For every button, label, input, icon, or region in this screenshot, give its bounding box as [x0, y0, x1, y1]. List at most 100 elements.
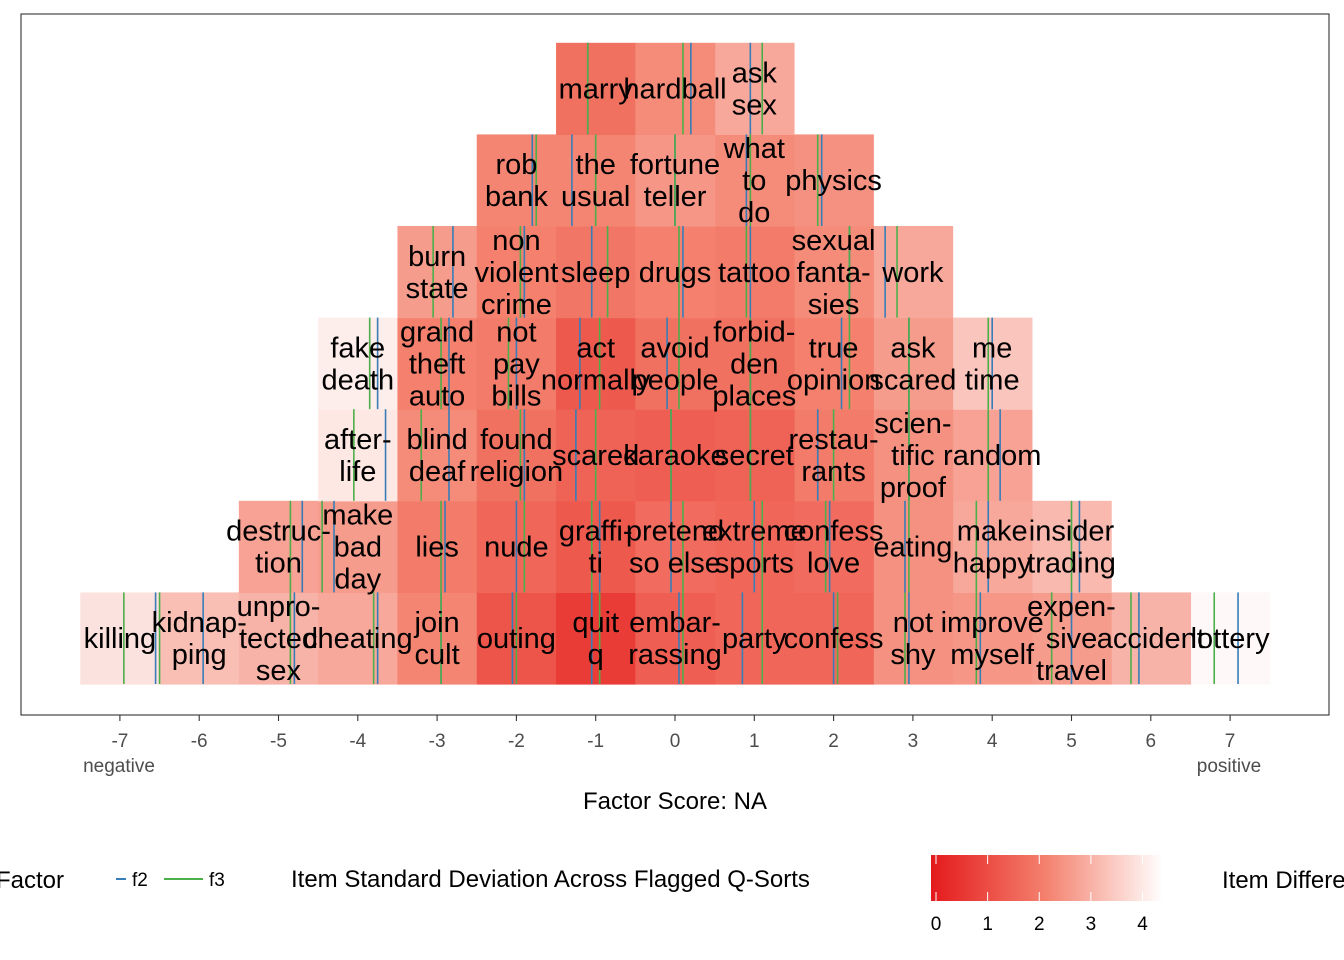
item-cell [476, 409, 557, 502]
item-label-line: ping [172, 639, 227, 671]
item-label: true opinion [787, 332, 881, 396]
x-tick-label: 6 [1146, 731, 1157, 752]
x-tick-label: 0 [670, 731, 681, 752]
item-cell [635, 226, 716, 319]
item-label-line: confess [784, 623, 884, 655]
item-cell [635, 592, 716, 685]
x-tick-label: -1 [587, 731, 604, 752]
item-cell [714, 317, 795, 410]
item-label: scien-tific proof [874, 408, 951, 504]
item-label-line: so else [629, 548, 721, 580]
item-cell [952, 409, 1033, 502]
item-cell [1111, 592, 1192, 685]
item-label: scared [552, 440, 639, 472]
x-tick-label: -7 [111, 731, 128, 752]
item-label: found religion [470, 424, 564, 488]
item-cell [318, 317, 399, 410]
item-label-line: forbid- [713, 316, 795, 348]
item-label-line: bank [485, 181, 548, 213]
item-cell [873, 500, 954, 593]
item-label-line: fake [330, 332, 385, 364]
item-label-line: extreme [702, 516, 807, 548]
item-label-line: love [807, 548, 860, 580]
item-cell [952, 500, 1033, 593]
item-label-line: fanta- [797, 257, 871, 289]
item-label-line: insider [1029, 516, 1115, 548]
item-label-line: unpro- [237, 591, 321, 623]
x-tick-label: -6 [191, 731, 208, 752]
item-label-line: ask [732, 58, 778, 90]
legend-sd-colorbar [931, 855, 1163, 901]
item-label-line: restau- [788, 424, 878, 456]
item-label-line: join [414, 607, 460, 639]
x-tick-label: 4 [987, 731, 998, 752]
item-cell [318, 409, 399, 502]
item-label: killing [84, 623, 157, 655]
item-label-line: state [406, 273, 469, 305]
item-label: outing [477, 623, 556, 655]
item-label-line: pretend [626, 516, 724, 548]
x-tick-label: 5 [1066, 731, 1077, 752]
item-label-line: tected [239, 623, 318, 655]
item-label-line: proof [880, 472, 947, 504]
item-label-line: improve [941, 607, 1044, 639]
item-label-line: teller [644, 181, 707, 213]
item-label: hardball [623, 74, 726, 106]
item-label-line: lies [415, 532, 459, 564]
item-label: avoid people [631, 332, 718, 396]
item-cell [318, 500, 399, 593]
item-label-line: karaoke [623, 440, 726, 472]
item-label-line: tific [891, 440, 935, 472]
item-cell [635, 317, 716, 410]
item-label: eating [873, 532, 952, 564]
item-label: fortune teller [630, 149, 720, 213]
item-label-line: non [492, 225, 540, 257]
item-label: pretend so else [626, 516, 724, 580]
item-label: accident [1097, 623, 1205, 655]
item-label: restau-rants [788, 424, 878, 488]
item-cell [635, 500, 716, 593]
item-label: not pay bills [491, 316, 541, 412]
item-label-line: crime [481, 289, 552, 321]
item-label: me time [965, 332, 1020, 396]
sd-tick-label: 3 [1086, 914, 1097, 935]
item-label: graffi-ti [559, 516, 633, 580]
item-cell [635, 409, 716, 502]
x-axis-title: Factor Score: NA [583, 788, 767, 815]
item-label-line: q [588, 639, 604, 671]
item-label-line: religion [470, 456, 564, 488]
item-cell [952, 592, 1033, 685]
item-label: join cult [414, 607, 460, 671]
item-label: confess [784, 623, 884, 655]
item-cell [556, 500, 636, 593]
item-label: drugs [639, 257, 712, 289]
item-cell [1190, 592, 1271, 685]
item-label-line: make [957, 516, 1028, 548]
item-label-line: true [809, 332, 859, 364]
item-label: ask sex [732, 58, 778, 122]
item-label-line: lottery [1191, 623, 1270, 655]
item-label-line: tion [255, 548, 302, 580]
item-label-line: ti [588, 548, 603, 580]
item-label-line: do [738, 197, 770, 229]
item-label-line: not [893, 607, 933, 639]
item-label: improve myself [941, 607, 1044, 671]
item-label-line: expen- [1027, 591, 1116, 623]
item-label-line: drugs [639, 257, 712, 289]
item-cell [397, 592, 478, 685]
sd-tick-label: 2 [1034, 914, 1045, 935]
item-label-line: party [722, 623, 787, 655]
item-label-line: tattoo [718, 257, 791, 289]
item-label-line: opinion [787, 364, 881, 396]
item-cell [318, 592, 399, 685]
x-tick-label: -4 [349, 731, 366, 752]
item-label-line: accident [1097, 623, 1205, 655]
item-label: secret [715, 440, 794, 472]
item-label: karaoke [623, 440, 726, 472]
x-tick-label: 2 [828, 731, 839, 752]
legend-factor-title: Factor [0, 867, 64, 894]
x-tick-label: 3 [908, 731, 919, 752]
item-label-line: auto [409, 380, 465, 412]
item-cell [793, 500, 874, 593]
item-cell [556, 226, 636, 319]
